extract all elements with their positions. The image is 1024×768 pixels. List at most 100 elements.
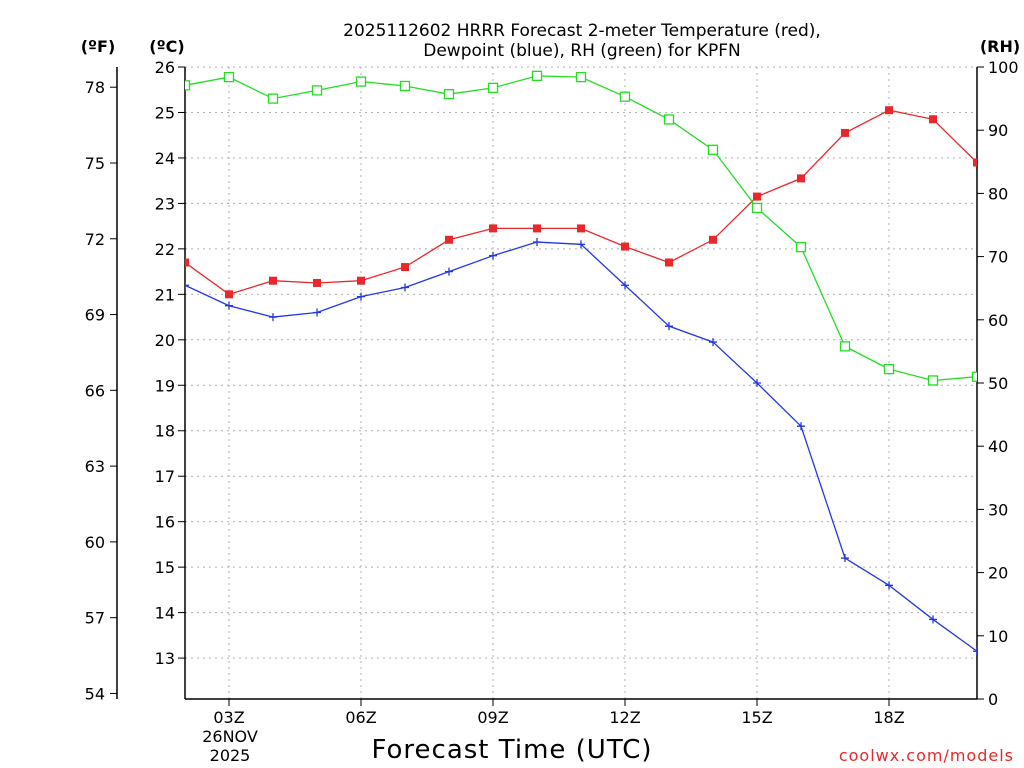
data-point-marker — [401, 263, 409, 272]
data-point-marker — [973, 158, 977, 167]
data-point-marker — [883, 363, 895, 375]
chart-title: 2025112602 HRRR Forecast 2-meter Tempera… — [343, 21, 821, 61]
date-label-year: 2025 — [210, 746, 251, 765]
data-point-marker — [443, 89, 455, 100]
fahrenheit-tick-label: 69 — [85, 306, 105, 325]
data-point-marker — [311, 85, 323, 96]
celsius-tick-label: 17 — [155, 467, 175, 486]
data-point-marker — [753, 379, 761, 387]
grid-lines — [185, 66, 977, 699]
data-point-marker — [797, 422, 805, 431]
series-layer — [185, 70, 977, 656]
celsius-tick-label: 22 — [155, 240, 175, 259]
celsius-tick-label: 18 — [155, 422, 175, 441]
data-point-marker — [533, 224, 541, 233]
data-point-marker — [487, 82, 499, 94]
rh-tick-label: 90 — [988, 121, 1008, 140]
fahrenheit-axis-label: (ºF) — [81, 37, 116, 56]
celsius-axis-label: (ºC) — [149, 37, 184, 56]
rh-tick-label: 30 — [988, 500, 1008, 519]
fahrenheit-tick-label: 63 — [85, 457, 105, 476]
rh-tick-label: 0 — [988, 690, 998, 709]
data-point-marker — [313, 308, 321, 317]
fahrenheit-tick-label: 66 — [85, 381, 105, 400]
rh-tick-label: 10 — [988, 627, 1008, 646]
data-point-marker — [313, 278, 321, 287]
data-point-marker — [929, 615, 937, 624]
credit-text: coolwx.com/models — [839, 746, 1014, 765]
data-point-marker — [489, 224, 497, 233]
data-point-marker — [577, 224, 585, 233]
data-point-marker — [665, 258, 673, 267]
data-point-marker — [185, 258, 189, 267]
data-point-marker — [707, 144, 719, 155]
celsius-tick-label: 15 — [155, 558, 175, 577]
x-tick-label: 06Z — [345, 708, 376, 727]
date-label-day: 26NOV — [202, 727, 258, 746]
data-point-marker — [621, 242, 629, 251]
data-point-marker — [269, 276, 277, 285]
data-point-marker — [225, 290, 233, 299]
fahrenheit-tick-label: 54 — [85, 684, 105, 703]
chart-title-line-1: 2025112602 HRRR Forecast 2-meter Tempera… — [343, 21, 821, 41]
data-point-marker — [621, 281, 629, 290]
fahrenheit-tick-label: 57 — [85, 609, 105, 628]
data-point-marker — [841, 554, 849, 563]
x-tick-label: 12Z — [609, 708, 640, 727]
data-point-marker — [357, 276, 365, 285]
data-point-marker — [225, 301, 233, 310]
x-axis-title: Forecast Time (UTC) — [371, 735, 652, 765]
data-point-marker — [267, 93, 279, 104]
fahrenheit-tick-label: 72 — [85, 230, 105, 249]
celsius-tick-label: 24 — [155, 149, 175, 168]
celsius-tick-label: 20 — [155, 331, 175, 350]
celsius-tick-label: 26 — [155, 58, 175, 77]
data-point-marker — [445, 267, 453, 276]
data-point-marker — [751, 202, 763, 214]
data-point-marker — [665, 322, 673, 331]
data-point-marker — [973, 647, 977, 656]
celsius-tick-label: 13 — [155, 649, 175, 668]
rh-tick-label: 40 — [988, 437, 1008, 456]
data-point-marker — [185, 80, 191, 91]
series-dewpoint — [185, 238, 977, 656]
x-tick-label: 03Z — [213, 708, 244, 727]
rh-tick-label: 70 — [988, 248, 1008, 267]
rh-axis-label: (RH) — [980, 37, 1020, 56]
chart-title-line-2: Dewpoint (blue), RH (green) for KPFN — [423, 41, 740, 61]
axes: 54 57 60 63 66 69 72 75 78 13 14 15 16 17 18 19 20 21 22 23… — [85, 58, 1019, 727]
data-point-marker — [839, 341, 851, 352]
series-rh — [185, 70, 977, 386]
rh-tick-label: 60 — [988, 311, 1008, 330]
celsius-tick-label: 16 — [155, 513, 175, 532]
data-point-marker — [927, 375, 939, 386]
data-point-marker — [709, 235, 717, 244]
celsius-tick-label: 19 — [155, 376, 175, 395]
data-point-marker — [709, 338, 717, 347]
data-point-marker — [223, 71, 235, 83]
x-tick-label: 18Z — [873, 708, 904, 727]
data-point-marker — [795, 241, 807, 253]
celsius-tick-label: 14 — [155, 604, 175, 623]
data-point-marker — [357, 292, 365, 301]
data-point-marker — [885, 581, 893, 590]
rh-tick-label: 20 — [988, 564, 1008, 583]
fahrenheit-tick-label: 75 — [85, 154, 105, 173]
series-line — [185, 241, 977, 652]
data-point-marker — [885, 106, 893, 115]
data-point-marker — [663, 114, 675, 125]
rh-tick-label: 100 — [988, 58, 1019, 77]
data-point-marker — [753, 192, 761, 201]
fahrenheit-tick-label: 78 — [85, 78, 105, 97]
data-point-marker — [531, 70, 543, 81]
data-point-marker — [445, 235, 453, 244]
data-point-marker — [399, 80, 411, 92]
data-point-marker — [619, 91, 631, 102]
rh-tick-label: 80 — [988, 184, 1008, 203]
x-tick-label: 15Z — [741, 708, 772, 727]
data-point-marker — [401, 283, 409, 292]
data-point-marker — [355, 76, 367, 87]
data-point-marker — [533, 238, 541, 247]
data-point-marker — [269, 313, 277, 322]
